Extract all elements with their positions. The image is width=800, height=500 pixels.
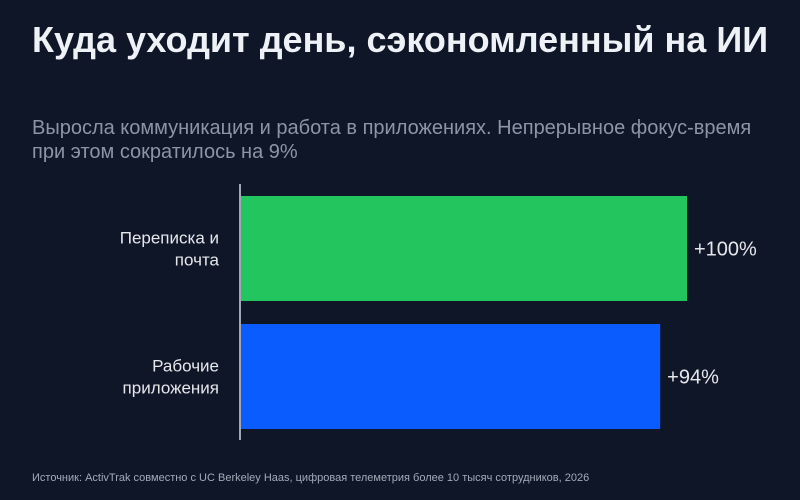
value-label-0: +100% [694, 239, 757, 261]
source-note: Источник: ActivTrak совместно с UC Berke… [32, 472, 590, 484]
bar-1 [240, 324, 661, 429]
value-label-1: +94% [667, 367, 719, 389]
bar-0 [240, 196, 687, 301]
bars-group: +100% Переписка и почта +94% Рабочие приложен… [120, 196, 757, 429]
category-label-1: Рабочие приложения [123, 357, 219, 398]
category-label-0: Переписка и почта [120, 229, 220, 270]
chart-title: Куда уходит день, сэкономленный на ИИ [32, 19, 769, 60]
chart-subtitle: Выросла коммуникация и работа в приложен… [32, 117, 752, 163]
